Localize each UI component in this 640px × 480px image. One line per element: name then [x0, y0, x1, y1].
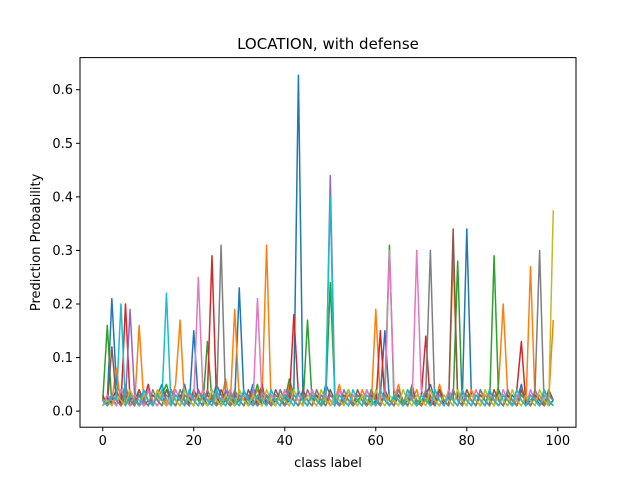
series-line-9: [102, 196, 554, 407]
plot-frame: [79, 57, 577, 428]
x-axis: 0 20 40 60 80 100: [99, 427, 570, 449]
chart-title: LOCATION, with defense: [237, 35, 419, 53]
y-tick-label: 0.0: [52, 405, 73, 420]
y-axis-label: Prediction Probability: [29, 173, 44, 311]
series-line-8: [102, 210, 554, 407]
x-tick-label: 40: [276, 434, 293, 449]
x-tick-label: 100: [545, 434, 570, 449]
x-tick-label: 20: [185, 434, 202, 449]
y-tick-label: 0.5: [52, 137, 73, 152]
x-tick-label: 60: [368, 434, 385, 449]
y-axis: 0.0 0.1 0.2 0.3 0.4 0.5 0.6: [52, 83, 80, 420]
x-tick-label: 0: [99, 434, 107, 449]
y-tick-label: 0.1: [52, 351, 73, 366]
x-tick-label: 80: [459, 434, 476, 449]
series-layer: [102, 74, 554, 407]
y-tick-label: 0.2: [52, 298, 73, 313]
x-axis-label: class label: [294, 456, 362, 471]
y-tick-label: 0.6: [52, 83, 73, 98]
y-tick-label: 0.4: [52, 190, 73, 205]
y-tick-label: 0.3: [52, 244, 73, 259]
